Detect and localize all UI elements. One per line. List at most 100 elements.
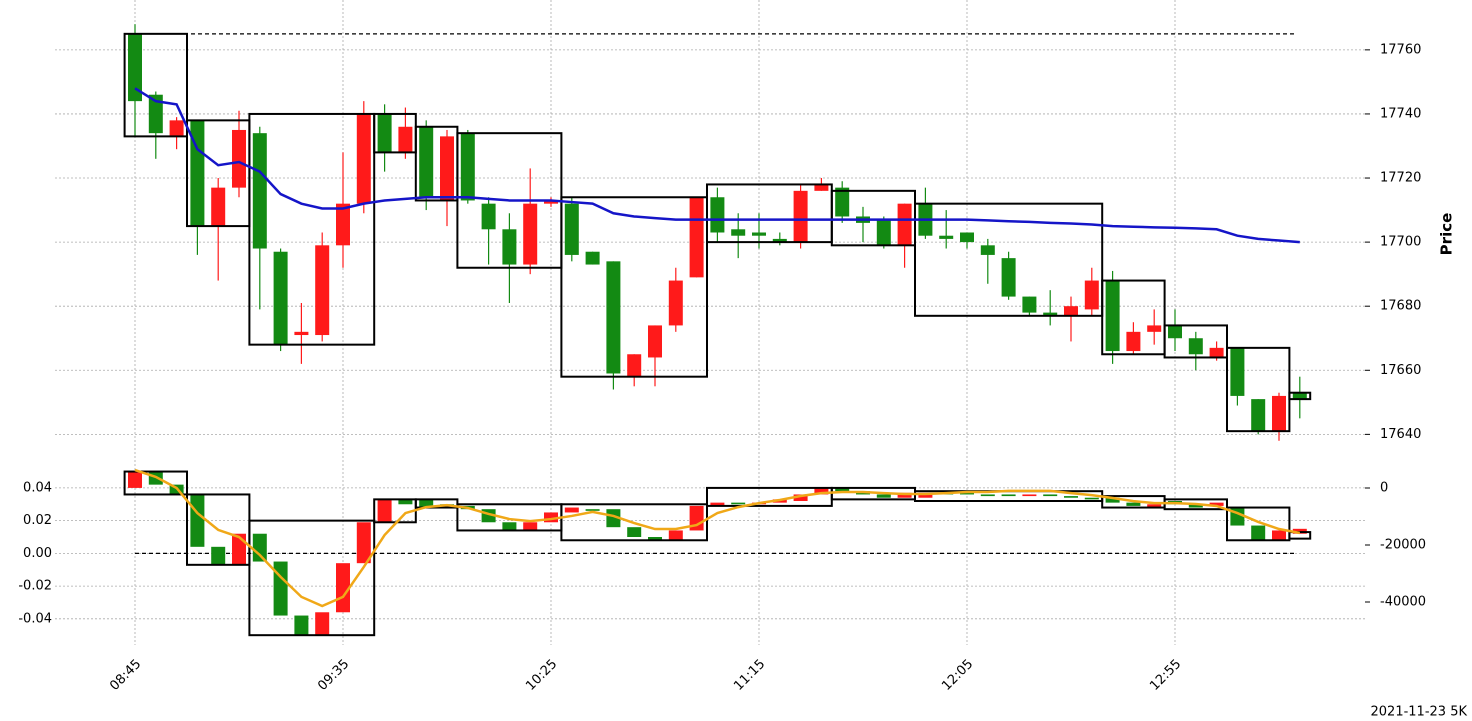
candle-body (315, 245, 330, 336)
candle-body (1001, 494, 1016, 497)
candle-body (1105, 280, 1120, 352)
range-box (248, 519, 376, 637)
candle-body (356, 522, 371, 564)
range-box (1163, 324, 1228, 359)
y2-tick-label: 0 (1380, 480, 1388, 495)
y2-tick-label: -40000 (1380, 594, 1426, 609)
footer: 2021-11-23 5K (1371, 705, 1468, 720)
y-tick-label: -0.04 (18, 611, 52, 626)
candle-body (689, 197, 704, 278)
line (134, 87, 1300, 244)
candle-body (835, 187, 850, 217)
candle-body (627, 527, 642, 537)
candle-body (336, 563, 350, 613)
candle-body (336, 203, 350, 246)
x-tick-label: 08:45 (107, 657, 144, 694)
candle-body (377, 499, 392, 523)
candle-body (564, 507, 579, 513)
candle-body (564, 203, 579, 255)
candle-body (1147, 325, 1162, 332)
x-tick-label: 12:05 (939, 657, 976, 694)
candle-body (273, 561, 288, 616)
x-tick-label: 12:55 (1147, 657, 1184, 694)
candle-body (960, 492, 974, 495)
candle-body (502, 229, 517, 265)
candle-body (294, 331, 309, 336)
candle-body (460, 133, 475, 201)
candle-body (211, 187, 226, 227)
range-box (706, 486, 833, 507)
candle-body (315, 612, 330, 636)
candle-body (398, 126, 413, 153)
candle-body (1043, 312, 1058, 316)
candle-body (1001, 258, 1016, 297)
candle-body (606, 261, 621, 374)
candle-body (419, 499, 434, 508)
candle-body (585, 509, 600, 511)
candle-body (960, 232, 974, 243)
candle-body (1209, 502, 1224, 506)
y-tick-label: 17740 (1380, 106, 1421, 121)
candle-body (793, 190, 808, 243)
candle-body (897, 492, 912, 498)
candle-body (1209, 347, 1224, 358)
candle-body (190, 494, 205, 547)
range-box (1288, 391, 1312, 401)
candle-body (1084, 280, 1099, 310)
candle-body (502, 522, 517, 531)
candle-body (356, 113, 371, 204)
range-box (1101, 279, 1166, 356)
range-box (123, 32, 188, 138)
range-box (1288, 531, 1312, 540)
range-box (248, 112, 376, 346)
candle-body (523, 522, 538, 531)
candle-body (876, 494, 891, 498)
candle-body (398, 499, 413, 505)
candle-body (544, 512, 558, 523)
candle-body (1105, 497, 1120, 503)
candle-body (980, 245, 995, 255)
candle-body (1126, 331, 1141, 352)
candle-body (752, 232, 766, 236)
candle-body (419, 126, 434, 198)
candle-body (876, 219, 891, 246)
candle-body (190, 120, 205, 227)
x-tick-label: 09:35 (315, 657, 352, 694)
candle-body (1084, 497, 1099, 500)
line (134, 468, 1301, 608)
candle-body (232, 129, 246, 188)
x-tick-label: 11:15 (731, 657, 768, 694)
candle-body (273, 251, 288, 345)
candle-body (1064, 306, 1078, 316)
candle-body (1188, 504, 1203, 508)
candle-body (585, 251, 600, 265)
candle-body (731, 229, 746, 236)
y-tick-label: 17700 (1380, 235, 1421, 250)
candle-body (294, 615, 309, 636)
candle-body (128, 33, 142, 102)
candle-body (814, 184, 829, 191)
candle-body (1230, 347, 1245, 396)
candle-body (897, 203, 912, 246)
range-box (560, 196, 709, 378)
candle-body (1064, 496, 1078, 498)
candle-body (1251, 525, 1266, 541)
candle-body (1272, 395, 1286, 432)
candle-body (1022, 494, 1037, 497)
candle-body (710, 197, 725, 233)
candle-body (918, 492, 933, 498)
y-tick-label: 17640 (1380, 427, 1421, 442)
y2-tick-label: -20000 (1380, 537, 1426, 552)
candle-body (523, 203, 538, 265)
candle-body (1188, 338, 1203, 355)
candle-body (211, 546, 226, 565)
candle-body (1022, 296, 1037, 313)
y-tick-label: -0.02 (18, 579, 52, 594)
y-tick-label: 17660 (1380, 363, 1421, 378)
candle-body (252, 533, 267, 562)
candle-body (1292, 392, 1307, 400)
range-box (706, 183, 833, 244)
candle-body (377, 113, 392, 153)
range-box (1226, 346, 1291, 433)
